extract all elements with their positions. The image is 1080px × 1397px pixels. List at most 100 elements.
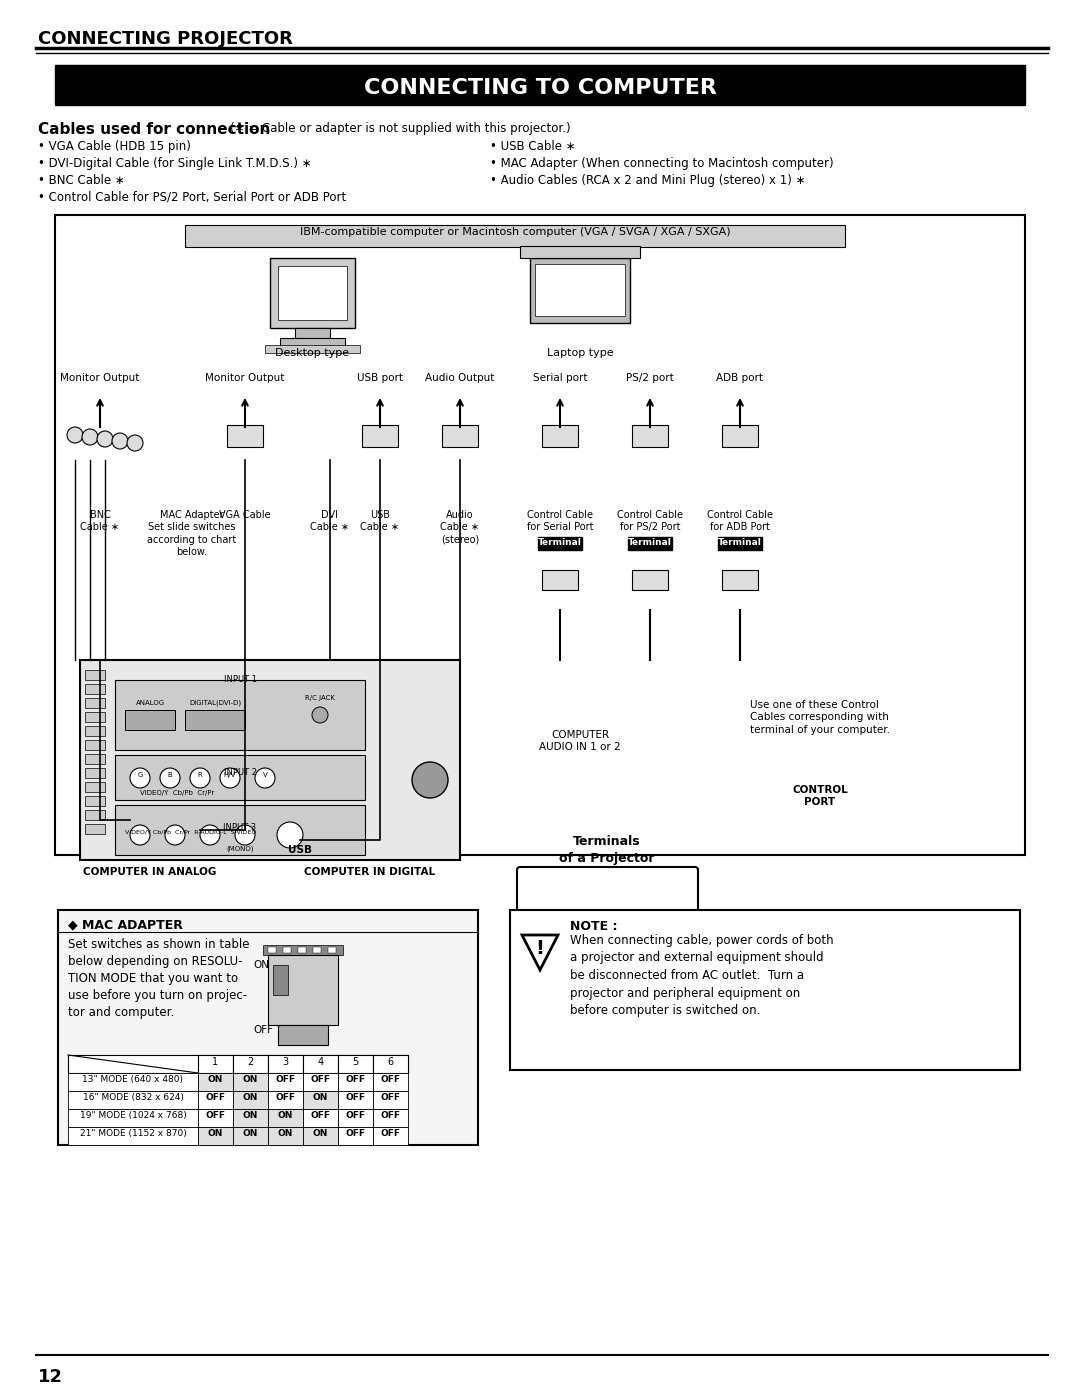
Text: Audio Output: Audio Output: [426, 373, 495, 383]
Bar: [55, 66, 1025, 105]
Text: OFF: OFF: [205, 1092, 226, 1102]
Bar: [338, 1109, 373, 1127]
Bar: [85, 782, 105, 792]
Text: OFF: OFF: [380, 1111, 401, 1120]
Text: ON: ON: [278, 1129, 293, 1139]
Bar: [338, 1055, 373, 1073]
Bar: [718, 536, 762, 550]
Polygon shape: [522, 935, 558, 970]
Text: ON: ON: [313, 1092, 328, 1102]
Bar: [233, 1109, 268, 1127]
Bar: [338, 1091, 373, 1109]
Bar: [298, 947, 306, 953]
Bar: [114, 680, 365, 750]
Text: Control Cable
for PS/2 Port: Control Cable for PS/2 Port: [617, 510, 683, 532]
Text: Terminal: Terminal: [629, 538, 672, 548]
Text: B: B: [167, 773, 173, 778]
Text: 19" MODE (1024 x 768): 19" MODE (1024 x 768): [80, 1111, 187, 1120]
Text: USB: USB: [288, 845, 312, 855]
Text: • Audio Cables (RCA x 2 and Mini Plug (stereo) x 1) ∗: • Audio Cables (RCA x 2 and Mini Plug (s…: [490, 175, 806, 187]
Text: OFF: OFF: [253, 1025, 273, 1035]
Text: Monitor Output: Monitor Output: [205, 373, 285, 383]
Text: MAC Adapter
Set slide switches
according to chart
below.: MAC Adapter Set slide switches according…: [147, 510, 237, 557]
Text: COMPUTER IN DIGITAL: COMPUTER IN DIGITAL: [305, 868, 435, 877]
Text: Control Cable
for ADB Port: Control Cable for ADB Port: [707, 510, 773, 532]
Bar: [270, 258, 355, 328]
Circle shape: [255, 768, 275, 788]
Text: CONNECTING PROJECTOR: CONNECTING PROJECTOR: [38, 29, 293, 47]
Bar: [303, 1073, 338, 1091]
Text: VIDEO/Y Cb/Pb  Cr/Pr  R-AUDIO-L  S-VIDEO: VIDEO/Y Cb/Pb Cr/Pr R-AUDIO-L S-VIDEO: [125, 830, 256, 835]
Bar: [373, 1127, 408, 1146]
Bar: [233, 1073, 268, 1091]
Bar: [268, 1127, 303, 1146]
Circle shape: [200, 826, 220, 845]
Bar: [265, 345, 360, 353]
Text: OFF: OFF: [380, 1129, 401, 1139]
Text: USB port: USB port: [357, 373, 403, 383]
Text: 1: 1: [213, 1058, 218, 1067]
Bar: [268, 1091, 303, 1109]
Text: R/C JACK: R/C JACK: [305, 694, 335, 701]
Text: Cables used for connection: Cables used for connection: [38, 122, 270, 137]
Text: (∗ = Cable or adapter is not supplied with this projector.): (∗ = Cable or adapter is not supplied wi…: [230, 122, 570, 136]
Text: ON: ON: [313, 1129, 328, 1139]
Text: INPUT 1: INPUT 1: [224, 675, 257, 685]
Text: 12: 12: [38, 1368, 63, 1386]
Text: Serial port: Serial port: [532, 373, 588, 383]
Bar: [114, 805, 365, 855]
Text: NOTE :: NOTE :: [570, 921, 618, 933]
Text: OFF: OFF: [346, 1129, 365, 1139]
Text: 3: 3: [283, 1058, 288, 1067]
Bar: [278, 1025, 328, 1045]
Text: V: V: [262, 773, 268, 778]
Bar: [303, 1127, 338, 1146]
Circle shape: [97, 432, 113, 447]
Text: 2: 2: [247, 1058, 254, 1067]
Text: OFF: OFF: [311, 1076, 330, 1084]
Bar: [198, 1127, 233, 1146]
Bar: [68, 1073, 198, 1091]
Circle shape: [127, 434, 143, 451]
Text: INPUT 2: INPUT 2: [224, 768, 257, 777]
Text: ON: ON: [243, 1092, 258, 1102]
Text: ANALOG: ANALOG: [135, 700, 164, 705]
Bar: [338, 1127, 373, 1146]
Text: Set switches as shown in table
below depending on RESOLU-
TION MODE that you wan: Set switches as shown in table below dep…: [68, 937, 249, 1018]
Text: • MAC Adapter (When connecting to Macintosh computer): • MAC Adapter (When connecting to Macint…: [490, 156, 834, 170]
Text: VIDEO/Y  Cb/Pb  Cr/Pr: VIDEO/Y Cb/Pb Cr/Pr: [140, 789, 214, 796]
Bar: [632, 570, 669, 590]
Text: OFF: OFF: [275, 1076, 296, 1084]
Bar: [198, 1073, 233, 1091]
Text: INPUT 3: INPUT 3: [224, 823, 257, 833]
Bar: [283, 947, 291, 953]
Text: Use one of these Control
Cables corresponding with
terminal of your computer.: Use one of these Control Cables correspo…: [750, 700, 890, 735]
Bar: [510, 909, 1020, 1070]
Circle shape: [190, 768, 210, 788]
Text: • Control Cable for PS/2 Port, Serial Port or ADB Port: • Control Cable for PS/2 Port, Serial Po…: [38, 191, 347, 204]
Bar: [185, 225, 845, 247]
Text: COMPUTER
AUDIO IN 1 or 2: COMPUTER AUDIO IN 1 or 2: [539, 731, 621, 753]
Text: ON: ON: [278, 1111, 293, 1120]
Bar: [268, 1055, 303, 1073]
Text: CONTROL
PORT: CONTROL PORT: [792, 785, 848, 807]
Text: OFF: OFF: [346, 1076, 365, 1084]
Text: BNC
Cable ∗: BNC Cable ∗: [81, 510, 120, 532]
Bar: [85, 726, 105, 736]
Text: Terminals
of a Projector: Terminals of a Projector: [559, 835, 654, 865]
Text: When connecting cable, power cords of both
a projector and external equipment sh: When connecting cable, power cords of bo…: [570, 935, 834, 1017]
Text: 6: 6: [388, 1058, 393, 1067]
Bar: [85, 740, 105, 750]
Circle shape: [112, 433, 129, 448]
Bar: [85, 685, 105, 694]
Bar: [632, 425, 669, 447]
Circle shape: [160, 768, 180, 788]
Bar: [85, 671, 105, 680]
Bar: [373, 1073, 408, 1091]
Bar: [233, 1055, 268, 1073]
Bar: [273, 965, 288, 995]
Bar: [530, 258, 630, 323]
Text: Audio
Cable ∗
(stereo): Audio Cable ∗ (stereo): [441, 510, 480, 545]
Text: 5: 5: [352, 1058, 359, 1067]
Circle shape: [130, 768, 150, 788]
